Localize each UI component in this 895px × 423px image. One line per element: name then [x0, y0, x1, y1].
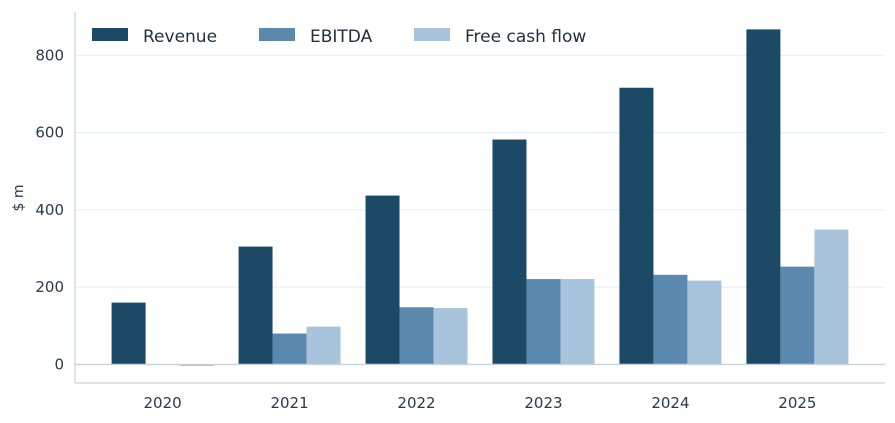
y-tick-label: 600: [35, 124, 64, 142]
x-tick-label: 2025: [778, 394, 816, 412]
bar-ebitda-2022: [399, 307, 434, 365]
x-tick-label: 2020: [144, 394, 182, 412]
bar-free-cash-flow-2025: [814, 229, 849, 365]
bar-free-cash-flow-2022: [433, 308, 468, 365]
bar-free-cash-flow-2024: [687, 280, 722, 365]
bar-free-cash-flow-2023: [560, 279, 595, 365]
x-tick-label: 2023: [524, 394, 562, 412]
x-tick-label: 2024: [651, 394, 689, 412]
x-tick-labels: 2020 2021 2022 2023 2024 2025: [144, 394, 817, 412]
legend-swatch-revenue: [92, 28, 128, 41]
bar-revenue-2024: [619, 87, 654, 365]
bar-free-cash-flow-2021: [306, 326, 341, 365]
bar-revenue-2022: [365, 195, 400, 365]
bar-ebitda-2025: [780, 266, 815, 365]
bar-ebitda-2023: [526, 279, 561, 365]
y-tick-label: 200: [35, 278, 64, 296]
legend-swatch-ebitda: [259, 28, 295, 41]
axes: [74, 12, 885, 384]
bar-revenue-2023: [492, 139, 527, 365]
y-axis-label: $ m: [11, 185, 27, 212]
bar-ebitda-2024: [653, 274, 688, 365]
legend: Revenue EBITDA Free cash flow: [92, 27, 586, 47]
bar-revenue-2020: [111, 302, 146, 365]
legend-label-ebitda: EBITDA: [310, 27, 373, 47]
x-tick-label: 2021: [270, 394, 308, 412]
legend-swatch-free-cash-flow: [414, 28, 450, 41]
y-tick-label: 0: [54, 355, 64, 373]
y-tick-label: 800: [35, 46, 64, 64]
y-tick-label: 400: [35, 201, 64, 219]
bars: [111, 29, 849, 366]
legend-label-free-cash-flow: Free cash flow: [465, 27, 586, 47]
bar-free-cash-flow-2020: [179, 364, 214, 366]
bar-revenue-2025: [746, 29, 781, 365]
bar-revenue-2021: [238, 246, 273, 365]
legend-label-revenue: Revenue: [143, 27, 217, 47]
x-tick-label: 2022: [397, 394, 435, 412]
y-tick-labels: 0 200 400 600 800: [35, 46, 64, 373]
bar-ebitda-2021: [272, 333, 307, 365]
